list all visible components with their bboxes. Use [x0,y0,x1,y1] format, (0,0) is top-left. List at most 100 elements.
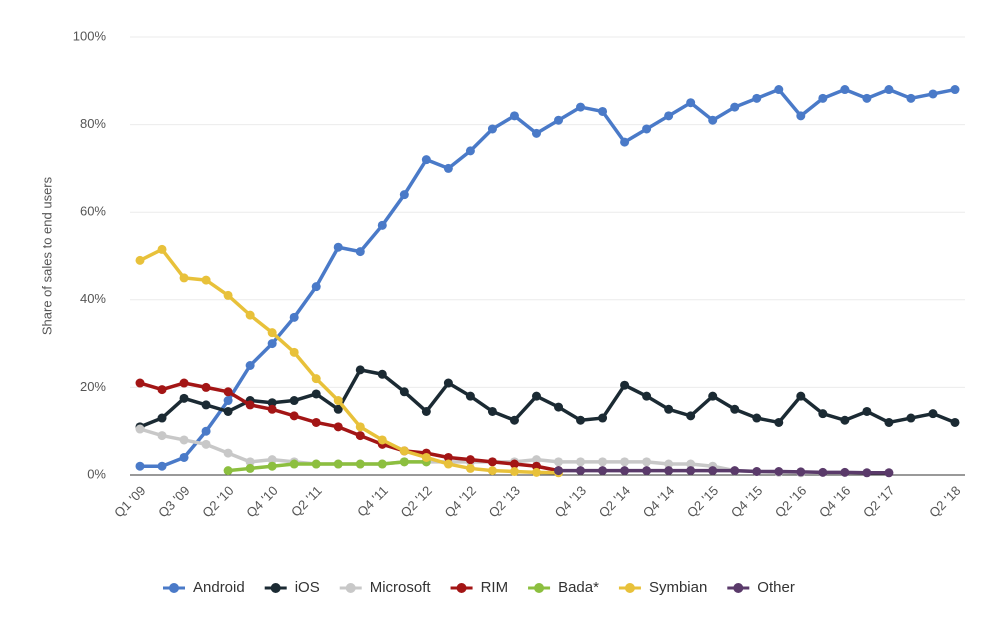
x-tick-label: Q2 '17 [860,483,897,520]
data-point [686,411,696,421]
data-point [135,461,145,471]
legend-marker [534,583,545,593]
data-point [840,467,850,477]
data-point [884,85,894,95]
data-point [928,89,938,99]
data-point [465,455,475,465]
data-point [576,102,586,112]
data-point [509,459,519,469]
x-tick-label: Q4 '12 [442,483,479,520]
data-point [201,426,211,436]
data-point [752,93,762,103]
series-line [558,468,889,475]
data-point [377,435,387,445]
data-point [245,463,255,473]
data-point [355,431,365,441]
y-tick-label: 0% [87,466,106,481]
data-point [928,409,938,419]
data-point [333,422,343,432]
data-point [598,413,608,423]
y-tick-label: 80% [80,116,106,131]
data-point [311,459,321,469]
data-point [465,463,475,473]
data-point [554,466,564,476]
data-point [421,406,431,416]
data-point [179,452,189,462]
data-point [576,415,586,425]
data-point [620,380,630,390]
data-point [686,466,696,476]
data-point [311,282,321,292]
data-point [664,459,674,469]
x-tick-label: Q2 '18 [926,483,963,520]
series-line [140,87,956,468]
data-point [245,400,255,410]
legend-label: Bada* [558,579,599,596]
data-point [730,404,740,414]
legend-marker [169,583,179,593]
data-point [179,393,189,403]
data-point [223,396,233,406]
y-tick-label: 60% [80,204,106,219]
data-point [355,459,365,469]
data-point [443,452,453,462]
data-point [289,347,299,357]
data-point [443,459,453,469]
data-point [157,413,167,423]
data-point [950,85,960,95]
legend-marker [456,583,467,593]
data-point [620,457,630,467]
legend-marker [270,583,281,593]
data-point [223,290,233,300]
data-point [333,242,343,252]
data-point [333,404,343,414]
data-point [465,146,475,156]
y-tick-label: 100% [73,28,107,43]
data-point [642,457,652,467]
legend-label: Symbian [649,579,707,596]
data-point [289,312,299,322]
data-point [774,466,784,476]
data-point [355,422,365,432]
data-point [223,406,233,416]
data-point [862,468,872,478]
series-line [139,381,559,473]
data-point [950,417,960,427]
legend-marker [624,583,635,593]
data-point [157,461,167,471]
data-point [531,467,541,477]
y-tick-label: 40% [80,291,106,306]
data-point [620,137,630,147]
data-point [399,387,409,397]
x-tick-label: Q3 '09 [155,483,192,520]
data-point [333,459,343,469]
data-point [311,374,321,384]
data-point [509,111,519,121]
data-point [752,413,762,423]
data-point [399,457,409,467]
data-point [135,255,145,265]
data-point [884,417,894,427]
data-point [201,439,211,449]
data-point [642,391,652,401]
data-point [906,413,916,423]
data-point [840,85,850,95]
data-point [664,466,674,476]
data-point [554,457,564,467]
x-tick-label: Q4 '14 [640,483,677,520]
data-point [642,124,652,134]
data-point [223,448,233,458]
data-point [289,411,299,421]
data-point [421,452,431,462]
data-point [796,391,806,401]
legend-marker [733,583,744,593]
x-tick-label: Q2 '12 [397,483,434,520]
data-point [554,402,564,412]
data-point [267,328,277,338]
data-point [686,459,696,469]
data-point [752,466,762,476]
data-point [531,128,541,138]
data-point [487,466,497,476]
x-tick-label: Q4 '16 [816,483,853,520]
x-tick-label: Q4 '10 [243,483,280,520]
